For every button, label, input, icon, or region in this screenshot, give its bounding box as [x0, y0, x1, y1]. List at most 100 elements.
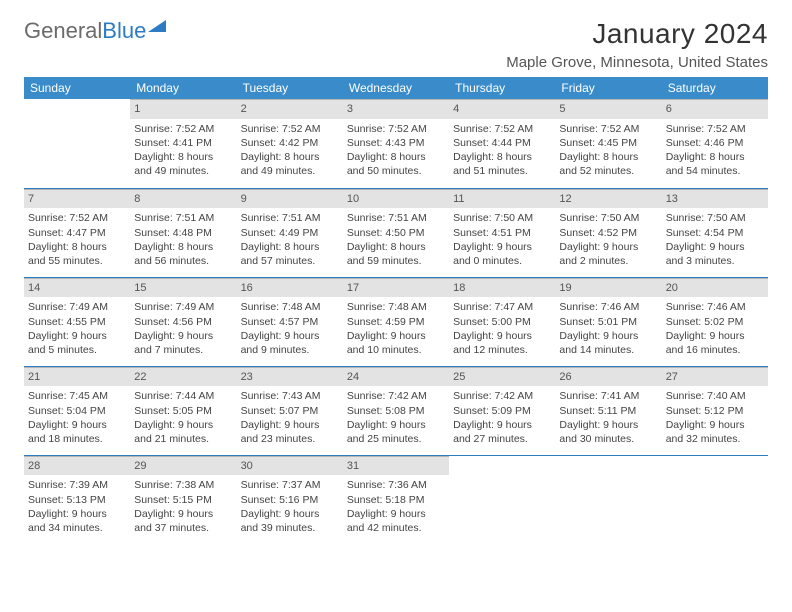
day-info: Sunrise: 7:50 AMSunset: 4:52 PMDaylight:…: [559, 211, 657, 268]
calendar-day-cell: 18Sunrise: 7:47 AMSunset: 5:00 PMDayligh…: [449, 277, 555, 365]
calendar-day-cell: 2Sunrise: 7:52 AMSunset: 4:42 PMDaylight…: [237, 99, 343, 187]
day-number: 17: [343, 278, 449, 298]
page-title: January 2024: [506, 18, 768, 50]
day-info: Sunrise: 7:51 AMSunset: 4:50 PMDaylight:…: [347, 211, 445, 268]
calendar-day-cell: 23Sunrise: 7:43 AMSunset: 5:07 PMDayligh…: [237, 366, 343, 454]
day-number: 1: [130, 99, 236, 119]
day-info: Sunrise: 7:46 AMSunset: 5:01 PMDaylight:…: [559, 300, 657, 357]
weekday-header: Monday: [130, 77, 236, 99]
calendar-week-row: 21Sunrise: 7:45 AMSunset: 5:04 PMDayligh…: [24, 366, 768, 454]
weekday-header: Tuesday: [237, 77, 343, 99]
day-number: 7: [24, 189, 130, 209]
day-info: Sunrise: 7:48 AMSunset: 4:57 PMDaylight:…: [241, 300, 339, 357]
day-info: Sunrise: 7:38 AMSunset: 5:15 PMDaylight:…: [134, 478, 232, 535]
day-info: Sunrise: 7:48 AMSunset: 4:59 PMDaylight:…: [347, 300, 445, 357]
day-number: 10: [343, 189, 449, 209]
logo-text-general: General: [24, 18, 102, 44]
day-info: Sunrise: 7:52 AMSunset: 4:41 PMDaylight:…: [134, 122, 232, 179]
weekday-header: Friday: [555, 77, 661, 99]
day-number: 9: [237, 189, 343, 209]
day-number: 14: [24, 278, 130, 298]
calendar-week-row: 14Sunrise: 7:49 AMSunset: 4:55 PMDayligh…: [24, 277, 768, 365]
day-info: Sunrise: 7:41 AMSunset: 5:11 PMDaylight:…: [559, 389, 657, 446]
day-number: 29: [130, 456, 236, 476]
calendar-day-cell: 4 Sunrise: 7:52 AMSunset: 4:44 PMDaylight…: [449, 99, 555, 187]
day-info: Sunrise: 7:43 AMSunset: 5:07 PMDaylight:…: [241, 389, 339, 446]
day-info: Sunrise: 7:37 AMSunset: 5:16 PMDaylight:…: [241, 478, 339, 535]
calendar-day-cell: 3 Sunrise: 7:52 AMSunset: 4:43 PMDaylight…: [343, 99, 449, 187]
day-number: 24: [343, 367, 449, 387]
logo-triangle-icon: [148, 18, 168, 39]
day-number: 12: [555, 189, 661, 209]
day-number: 25: [449, 367, 555, 387]
day-number: 16: [237, 278, 343, 298]
day-number: 15: [130, 278, 236, 298]
day-info: Sunrise: 7:42 AMSunset: 5:09 PMDaylight:…: [453, 389, 551, 446]
calendar-day-cell: [555, 455, 661, 543]
calendar-day-cell: 21Sunrise: 7:45 AMSunset: 5:04 PMDayligh…: [24, 366, 130, 454]
calendar-day-cell: 28Sunrise: 7:39 AMSunset: 5:13 PMDayligh…: [24, 455, 130, 543]
calendar-day-cell: 29Sunrise: 7:38 AMSunset: 5:15 PMDayligh…: [130, 455, 236, 543]
calendar-week-row: 1 Sunrise: 7:52 AMSunset: 4:41 PMDaylight…: [24, 99, 768, 187]
day-number: 18: [449, 278, 555, 298]
calendar-day-cell: 26Sunrise: 7:41 AMSunset: 5:11 PMDayligh…: [555, 366, 661, 454]
day-number: 28: [24, 456, 130, 476]
calendar-day-cell: 19Sunrise: 7:46 AMSunset: 5:01 PMDayligh…: [555, 277, 661, 365]
day-info: Sunrise: 7:44 AMSunset: 5:05 PMDaylight:…: [134, 389, 232, 446]
calendar-day-cell: 17Sunrise: 7:48 AMSunset: 4:59 PMDayligh…: [343, 277, 449, 365]
calendar-day-cell: 31Sunrise: 7:36 AMSunset: 5:18 PMDayligh…: [343, 455, 449, 543]
day-number: 20: [662, 278, 768, 298]
day-number: 22: [130, 367, 236, 387]
calendar-day-cell: 27Sunrise: 7:40 AMSunset: 5:12 PMDayligh…: [662, 366, 768, 454]
calendar-week-row: 28Sunrise: 7:39 AMSunset: 5:13 PMDayligh…: [24, 455, 768, 543]
day-number: 11: [449, 189, 555, 209]
day-info: Sunrise: 7:49 AMSunset: 4:56 PMDaylight:…: [134, 300, 232, 357]
location-label: Maple Grove, Minnesota, United States: [506, 54, 768, 71]
calendar-day-cell: 15Sunrise: 7:49 AMSunset: 4:56 PMDayligh…: [130, 277, 236, 365]
day-number: 3: [343, 99, 449, 119]
day-info: Sunrise: 7:51 AMSunset: 4:49 PMDaylight:…: [241, 211, 339, 268]
day-number: 26: [555, 367, 661, 387]
day-info: Sunrise: 7:52 AMSunset: 4:44 PMDaylight:…: [453, 122, 551, 179]
day-info: Sunrise: 7:51 AMSunset: 4:48 PMDaylight:…: [134, 211, 232, 268]
calendar-day-cell: 9Sunrise: 7:51 AMSunset: 4:49 PMDaylight…: [237, 188, 343, 276]
weekday-header: Sunday: [24, 77, 130, 99]
day-number: 23: [237, 367, 343, 387]
day-number: 4: [449, 99, 555, 119]
calendar-day-cell: 20Sunrise: 7:46 AMSunset: 5:02 PMDayligh…: [662, 277, 768, 365]
day-info: Sunrise: 7:50 AMSunset: 4:54 PMDaylight:…: [666, 211, 764, 268]
calendar-day-cell: 24Sunrise: 7:42 AMSunset: 5:08 PMDayligh…: [343, 366, 449, 454]
day-info: Sunrise: 7:36 AMSunset: 5:18 PMDaylight:…: [347, 478, 445, 535]
weekday-header: Thursday: [449, 77, 555, 99]
calendar-day-cell: 13Sunrise: 7:50 AMSunset: 4:54 PMDayligh…: [662, 188, 768, 276]
day-info: Sunrise: 7:47 AMSunset: 5:00 PMDaylight:…: [453, 300, 551, 357]
day-number: 8: [130, 189, 236, 209]
calendar-day-cell: 10Sunrise: 7:51 AMSunset: 4:50 PMDayligh…: [343, 188, 449, 276]
day-info: Sunrise: 7:52 AMSunset: 4:42 PMDaylight:…: [241, 122, 339, 179]
day-info: Sunrise: 7:49 AMSunset: 4:55 PMDaylight:…: [28, 300, 126, 357]
calendar-day-cell: 7Sunrise: 7:52 AMSunset: 4:47 PMDaylight…: [24, 188, 130, 276]
day-info: Sunrise: 7:52 AMSunset: 4:45 PMDaylight:…: [559, 122, 657, 179]
day-number: 30: [237, 456, 343, 476]
calendar-day-cell: 1 Sunrise: 7:52 AMSunset: 4:41 PMDaylight…: [130, 99, 236, 187]
day-info: Sunrise: 7:40 AMSunset: 5:12 PMDaylight:…: [666, 389, 764, 446]
day-number: 5: [555, 99, 661, 119]
day-number: 27: [662, 367, 768, 387]
header: GeneralBlue January 2024 Maple Grove, Mi…: [24, 18, 768, 71]
day-info: Sunrise: 7:50 AMSunset: 4:51 PMDaylight:…: [453, 211, 551, 268]
calendar-week-row: 7Sunrise: 7:52 AMSunset: 4:47 PMDaylight…: [24, 188, 768, 276]
logo: GeneralBlue: [24, 18, 168, 44]
calendar-day-cell: 14Sunrise: 7:49 AMSunset: 4:55 PMDayligh…: [24, 277, 130, 365]
day-number: 6: [662, 99, 768, 119]
day-number: 13: [662, 189, 768, 209]
logo-text-blue: Blue: [102, 18, 146, 44]
day-number: 19: [555, 278, 661, 298]
day-info: Sunrise: 7:52 AMSunset: 4:43 PMDaylight:…: [347, 122, 445, 179]
day-info: Sunrise: 7:52 AMSunset: 4:47 PMDaylight:…: [28, 211, 126, 268]
weekday-header: Wednesday: [343, 77, 449, 99]
day-info: Sunrise: 7:39 AMSunset: 5:13 PMDaylight:…: [28, 478, 126, 535]
calendar-day-cell: 16Sunrise: 7:48 AMSunset: 4:57 PMDayligh…: [237, 277, 343, 365]
calendar-day-cell: 22Sunrise: 7:44 AMSunset: 5:05 PMDayligh…: [130, 366, 236, 454]
calendar-day-cell: 30Sunrise: 7:37 AMSunset: 5:16 PMDayligh…: [237, 455, 343, 543]
day-number: 21: [24, 367, 130, 387]
